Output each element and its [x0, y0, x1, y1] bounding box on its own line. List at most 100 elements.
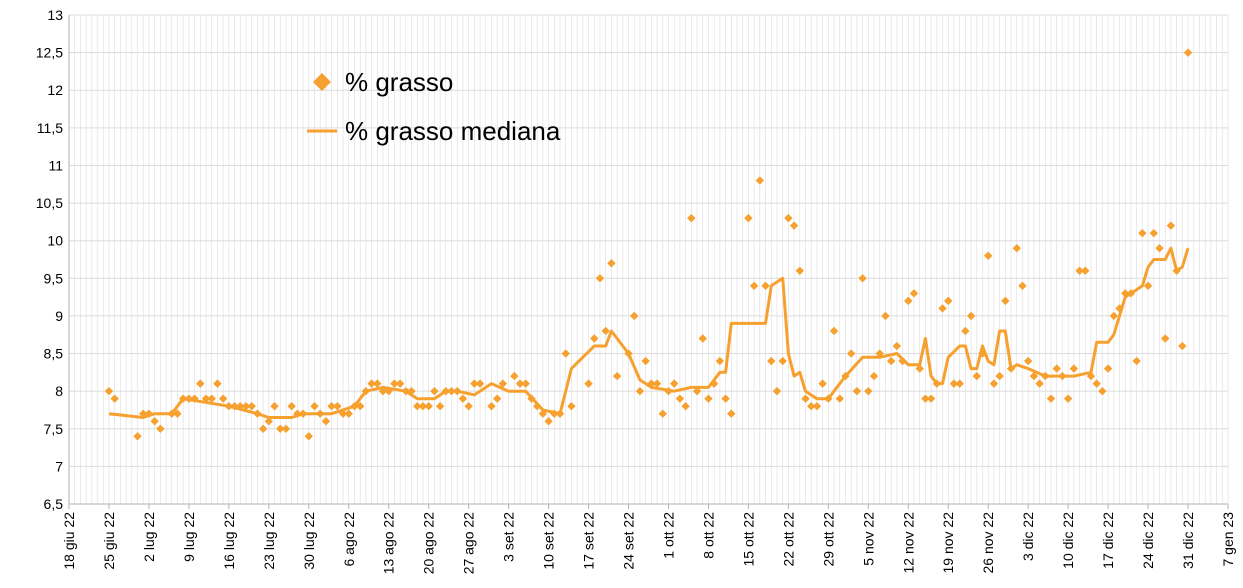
- data-point: [407, 386, 416, 396]
- data-point: [298, 409, 308, 418]
- data-point: [784, 213, 793, 223]
- data-point: [133, 432, 142, 441]
- data-point: [966, 311, 976, 321]
- data-point: [1006, 364, 1016, 373]
- data-point: [441, 386, 451, 396]
- data-point: [1172, 266, 1181, 275]
- data-point: [978, 349, 987, 358]
- data-point: [355, 402, 365, 411]
- data-point: [258, 424, 268, 433]
- data-point: [898, 356, 907, 366]
- data-point: [350, 402, 359, 411]
- data-point: [544, 417, 553, 426]
- x-tick-label: 17 set 22: [581, 512, 597, 570]
- data-point: [230, 402, 239, 411]
- data-point: [778, 356, 787, 366]
- data-point: [664, 386, 673, 396]
- data-point: [727, 409, 736, 418]
- data-point: [841, 371, 850, 381]
- x-tick-label: 17 dic 22: [1100, 512, 1116, 569]
- y-tick-label: 10,5: [36, 195, 63, 211]
- data-point: [601, 326, 610, 336]
- data-point: [892, 341, 902, 351]
- data-point: [864, 386, 873, 396]
- x-tick-label: 3 set 22: [501, 512, 517, 562]
- data-point: [932, 379, 942, 388]
- data-point: [904, 296, 913, 306]
- data-point: [236, 402, 245, 411]
- data-point: [687, 213, 696, 223]
- data-point: [835, 394, 844, 403]
- median-series: [108, 246, 1190, 419]
- data-point: [715, 356, 725, 366]
- data-point: [247, 402, 256, 411]
- data-point: [590, 334, 599, 343]
- data-point: [493, 394, 502, 403]
- data-point: [1126, 289, 1136, 298]
- data-point: [812, 402, 822, 411]
- data-point: [475, 379, 485, 388]
- data-point: [1075, 266, 1084, 275]
- data-point: [293, 409, 302, 418]
- data-point: [184, 394, 194, 403]
- data-point: [510, 371, 519, 381]
- data-point: [1138, 228, 1147, 238]
- data-point: [624, 349, 633, 358]
- data-point: [373, 379, 382, 388]
- x-tick-label: 30 lug 22: [301, 512, 317, 570]
- x-tick-label: 12 nov 22: [900, 512, 916, 574]
- data-point: [641, 356, 650, 366]
- data-point: [150, 417, 159, 426]
- x-tick-label: 25 giu 22: [101, 512, 117, 570]
- data-point: [1149, 228, 1158, 238]
- data-point: [824, 394, 833, 403]
- data-point: [955, 379, 964, 388]
- data-point: [881, 311, 890, 321]
- data-point: [721, 394, 730, 403]
- data-point: [527, 394, 536, 403]
- x-tick-label: 15 ott 22: [740, 512, 756, 567]
- data-point: [321, 417, 331, 426]
- x-tick-label: 7 gen 23: [1220, 512, 1236, 567]
- data-point: [167, 409, 176, 418]
- x-tick-label: 20 ago 22: [421, 512, 437, 574]
- y-tick-label: 7,5: [44, 421, 64, 437]
- data-point: [213, 379, 222, 388]
- data-point: [789, 221, 799, 230]
- y-tick-label: 8,5: [44, 346, 64, 362]
- data-point: [361, 386, 371, 396]
- legend-marker-grasso: [313, 73, 331, 91]
- data-point: [264, 417, 274, 426]
- data-point: [1092, 379, 1101, 388]
- x-tick-label: 8 ott 22: [700, 512, 716, 559]
- legend: % grasso % grasso mediana: [307, 67, 561, 146]
- data-point: [886, 356, 896, 366]
- data-point: [1058, 371, 1067, 381]
- data-point: [241, 402, 251, 411]
- data-point: [1018, 281, 1027, 291]
- data-point: [550, 409, 559, 418]
- data-point: [327, 402, 336, 411]
- data-point: [772, 386, 782, 396]
- data-point: [961, 326, 970, 336]
- data-point: [561, 349, 570, 358]
- data-point: [1132, 356, 1141, 366]
- data-point: [367, 379, 376, 388]
- data-point: [926, 394, 936, 403]
- data-point: [1143, 281, 1153, 291]
- data-point: [1183, 48, 1193, 57]
- data-point: [1052, 364, 1061, 373]
- x-tick-label: 18 giu 22: [61, 512, 77, 570]
- data-point: [630, 311, 639, 321]
- data-point: [224, 402, 234, 411]
- x-tick-label: 13 ago 22: [381, 512, 397, 574]
- data-point: [304, 432, 313, 441]
- y-tick-label: 10: [47, 233, 63, 249]
- data-point: [767, 356, 776, 366]
- data-point: [1046, 394, 1056, 403]
- data-point: [156, 424, 165, 433]
- data-point: [607, 259, 616, 268]
- x-tick-label: 16 lug 22: [221, 512, 237, 570]
